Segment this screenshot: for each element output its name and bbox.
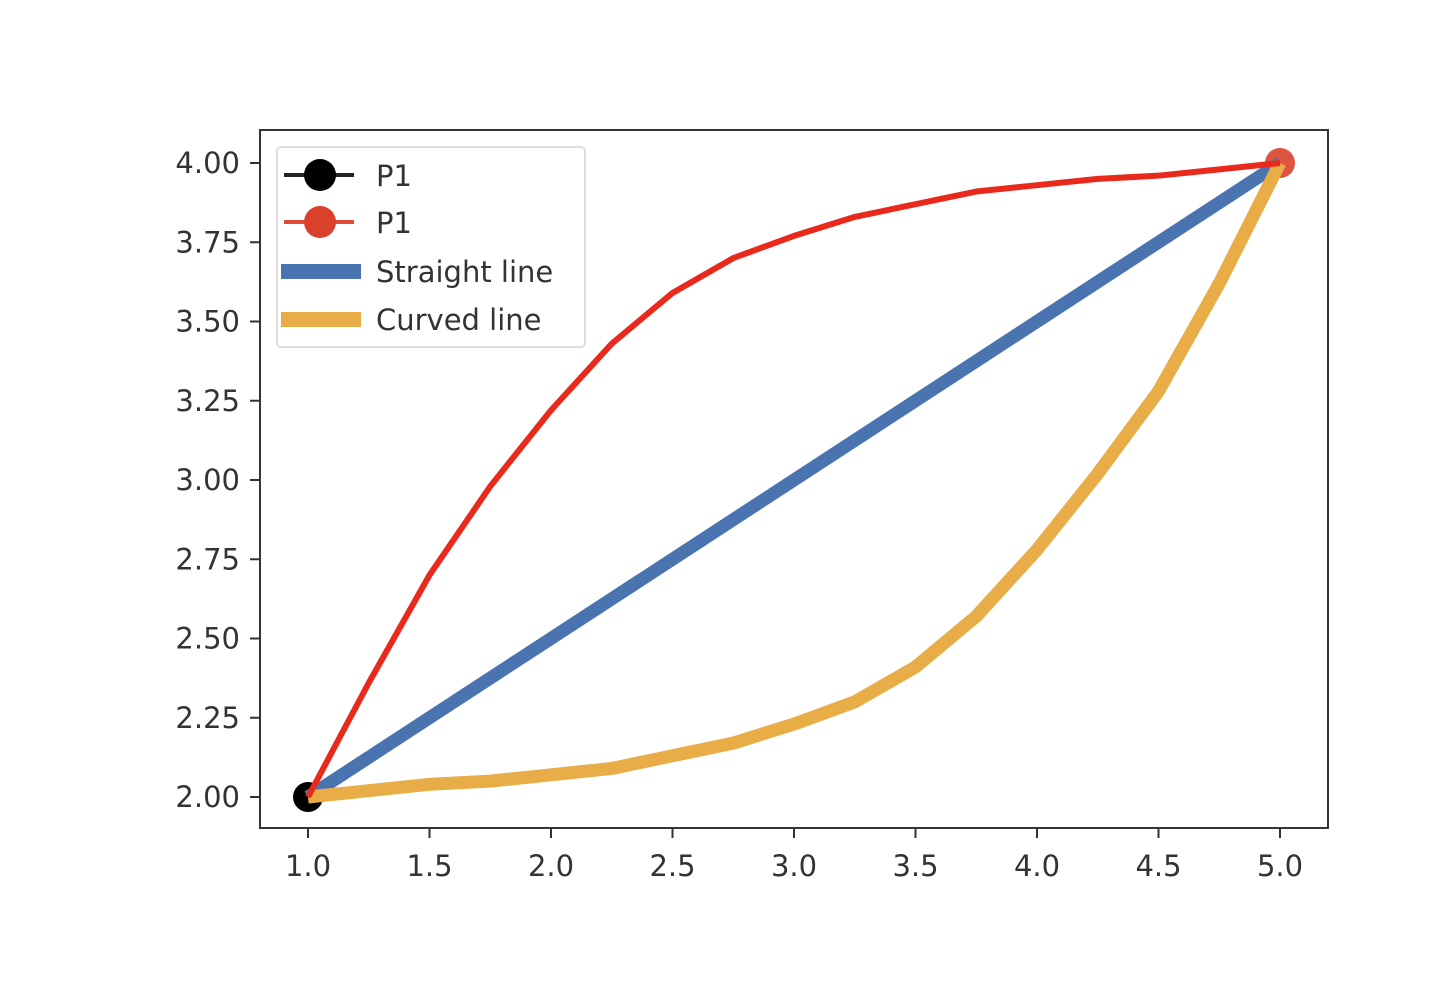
x-tick-label: 3.0: [771, 849, 817, 883]
y-tick-label: 4.00: [175, 146, 240, 180]
y-tick-label: 2.25: [175, 701, 240, 735]
x-tick-label: 2.5: [649, 849, 695, 883]
x-tick-label: 4.0: [1014, 849, 1060, 883]
y-tick-label: 3.25: [175, 384, 240, 418]
x-tick-label: 1.0: [285, 849, 331, 883]
legend-label-p1-black: P1: [376, 159, 412, 193]
series-line-straight-line: [304, 157, 1284, 803]
x-tick-label: 4.5: [1135, 849, 1181, 883]
y-tick-label: 2.50: [175, 622, 240, 656]
series-line-red-curve: [305, 160, 1281, 799]
x-tick-label: 5.0: [1257, 849, 1303, 883]
legend-marker-p1-red: [304, 206, 336, 238]
legend-swatch-straight: [281, 264, 361, 279]
x-tick-label: 3.5: [892, 849, 938, 883]
legend-swatch-curved: [281, 312, 361, 327]
legend-label-p1-red: P1: [376, 206, 412, 240]
y-tick-label: 3.50: [175, 305, 240, 339]
legend-label-straight: Straight line: [376, 255, 553, 289]
y-tick-label: 2.00: [175, 780, 240, 814]
x-tick-label: 1.5: [406, 849, 452, 883]
x-tick-label: 2.0: [528, 849, 574, 883]
y-tick-label: 3.00: [175, 463, 240, 497]
legend-box: [276, 146, 586, 348]
legend-marker-p1-black: [304, 159, 336, 191]
series-line-curved-line: [307, 160, 1286, 804]
y-tick-label: 2.75: [175, 542, 240, 576]
legend: P1 P1 Straight line Curved line: [276, 146, 586, 348]
y-tick-label: 3.75: [175, 225, 240, 259]
legend-label-curved: Curved line: [376, 303, 542, 337]
